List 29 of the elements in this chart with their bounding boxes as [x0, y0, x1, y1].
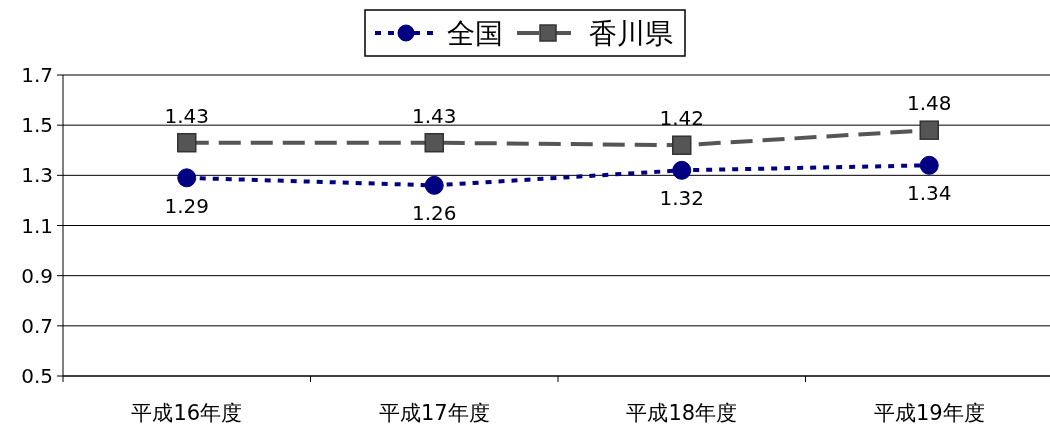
y-tick-label: 1.5: [21, 113, 53, 138]
x-tick-label: 平成17年度: [378, 401, 490, 425]
data-label: 1.26: [411, 201, 457, 226]
y-tick-label: 1.3: [21, 163, 53, 188]
y-tick-label: 1.1: [21, 213, 53, 238]
point: [919, 120, 939, 140]
data-label: 1.32: [659, 186, 705, 211]
data-label: 1.42: [659, 106, 705, 131]
point: [672, 135, 692, 155]
point: [424, 132, 444, 153]
data-label: 1.43: [411, 103, 457, 128]
point: [177, 168, 197, 188]
x-tick-label: 平成19年度: [873, 401, 985, 425]
y-tick-label: 0.5: [21, 364, 53, 388]
point: [919, 155, 939, 175]
data-label: 1.43: [164, 103, 210, 128]
point: [177, 132, 197, 153]
data-label: 1.34: [906, 181, 952, 206]
data-label: 1.29: [164, 193, 210, 218]
y-tick-label: 0.7: [21, 313, 53, 338]
x-tick-label: 平成16年度: [131, 401, 243, 425]
y-tick-label: 1.7: [21, 63, 53, 87]
point: [672, 160, 692, 180]
y-tick-label: 0.9: [21, 263, 53, 288]
data-label: 1.48: [906, 91, 952, 116]
legend-label: 全国: [447, 17, 503, 50]
point: [424, 175, 444, 195]
legend-label: 香川県: [589, 17, 673, 50]
x-tick-label: 平成18年度: [626, 401, 738, 425]
